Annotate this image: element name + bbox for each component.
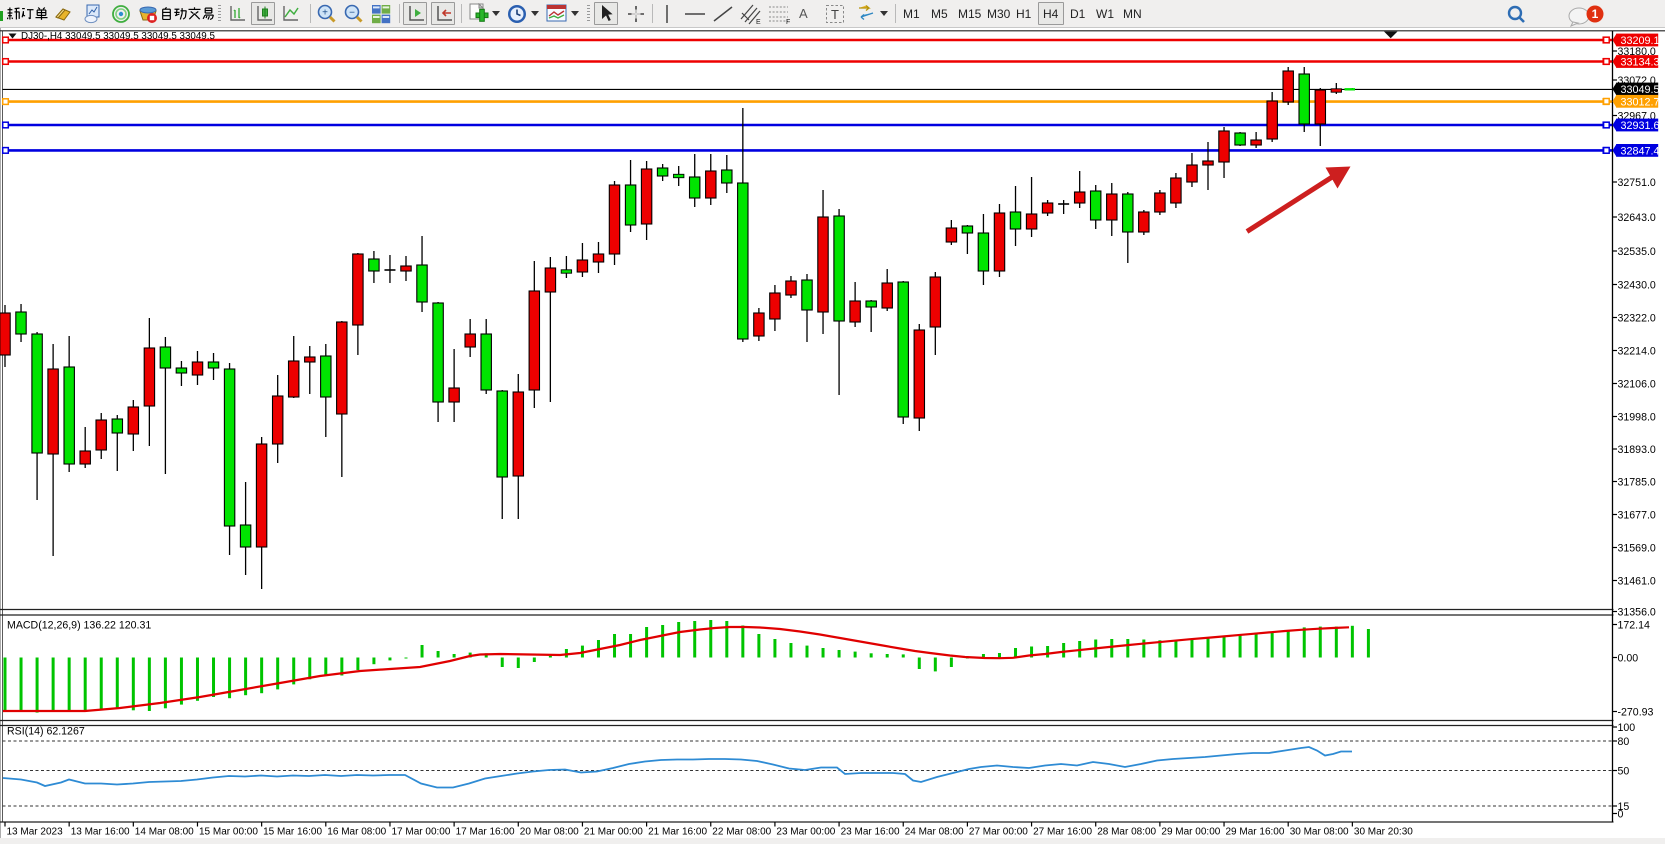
- svg-text:E: E: [756, 19, 761, 25]
- svg-text:15 Mar 00:00: 15 Mar 00:00: [199, 827, 258, 838]
- svg-text:33049.5: 33049.5: [1621, 84, 1660, 96]
- svg-text:T: T: [831, 7, 839, 22]
- svg-text:27 Mar 00:00: 27 Mar 00:00: [969, 827, 1028, 838]
- svg-text:32643.0: 32643.0: [1618, 212, 1656, 224]
- svg-text:33209.1: 33209.1: [1621, 35, 1660, 47]
- svg-text:31356.0: 31356.0: [1618, 606, 1656, 618]
- svg-text:33180.0: 33180.0: [1618, 46, 1656, 58]
- svg-text:1: 1: [1592, 7, 1599, 21]
- svg-text:31461.0: 31461.0: [1618, 575, 1656, 587]
- svg-text:0: 0: [1618, 808, 1624, 820]
- svg-text:F: F: [786, 19, 790, 25]
- svg-text:14 Mar 08:00: 14 Mar 08:00: [135, 827, 194, 838]
- svg-text:31893.0: 31893.0: [1618, 444, 1656, 456]
- svg-text:-270.93: -270.93: [1618, 706, 1654, 718]
- svg-text:172.14: 172.14: [1618, 619, 1651, 631]
- svg-text:28 Mar 08:00: 28 Mar 08:00: [1097, 827, 1156, 838]
- svg-text:32214.0: 32214.0: [1618, 345, 1656, 357]
- svg-text:MACD(12,26,9) 136.22 120.31: MACD(12,26,9) 136.22 120.31: [7, 620, 151, 632]
- svg-text:32847.4: 32847.4: [1621, 145, 1660, 157]
- svg-text:31677.0: 31677.0: [1618, 509, 1656, 521]
- svg-text:−: −: [349, 8, 355, 19]
- svg-text:20 Mar 08:00: 20 Mar 08:00: [520, 827, 579, 838]
- svg-text:33134.3: 33134.3: [1621, 57, 1660, 69]
- svg-text:80: 80: [1618, 736, 1630, 748]
- svg-text:100: 100: [1618, 722, 1636, 734]
- svg-text:+: +: [322, 8, 328, 19]
- svg-text:0.00: 0.00: [1618, 652, 1639, 664]
- svg-text:15 Mar 16:00: 15 Mar 16:00: [263, 827, 322, 838]
- svg-text:50: 50: [1618, 765, 1630, 777]
- svg-text:33012.7: 33012.7: [1621, 96, 1660, 108]
- svg-text:23 Mar 16:00: 23 Mar 16:00: [841, 827, 900, 838]
- svg-text:31998.0: 31998.0: [1618, 411, 1656, 423]
- svg-text:17 Mar 00:00: 17 Mar 00:00: [392, 827, 451, 838]
- svg-text:32106.0: 32106.0: [1618, 378, 1656, 390]
- svg-text:27 Mar 16:00: 27 Mar 16:00: [1033, 827, 1092, 838]
- svg-text:30 Mar 08:00: 30 Mar 08:00: [1290, 827, 1349, 838]
- svg-text:32430.0: 32430.0: [1618, 279, 1656, 291]
- svg-text:30 Mar 20:30: 30 Mar 20:30: [1354, 827, 1413, 838]
- svg-text:29 Mar 16:00: 29 Mar 16:00: [1226, 827, 1285, 838]
- svg-text:22 Mar 08:00: 22 Mar 08:00: [712, 827, 771, 838]
- svg-text:RSI(14) 62.1267: RSI(14) 62.1267: [7, 726, 85, 738]
- svg-text:32751.0: 32751.0: [1618, 177, 1656, 189]
- svg-text:DJ30-,H4 33049.5 33049.5 33049: DJ30-,H4 33049.5 33049.5 33049.5 33049.5: [21, 31, 215, 42]
- svg-text:13 Mar 2023: 13 Mar 2023: [7, 827, 64, 838]
- svg-text:32931.6: 32931.6: [1621, 120, 1660, 132]
- svg-text:15: 15: [1618, 801, 1630, 813]
- svg-text:32535.0: 32535.0: [1618, 246, 1656, 258]
- svg-text:13 Mar 16:00: 13 Mar 16:00: [71, 827, 130, 838]
- svg-text:21 Mar 00:00: 21 Mar 00:00: [584, 827, 643, 838]
- svg-text:24 Mar 08:00: 24 Mar 08:00: [905, 827, 964, 838]
- svg-text:23 Mar 00:00: 23 Mar 00:00: [776, 827, 835, 838]
- svg-text:21 Mar 16:00: 21 Mar 16:00: [648, 827, 707, 838]
- svg-text:16 Mar 08:00: 16 Mar 08:00: [327, 827, 386, 838]
- svg-text:17 Mar 16:00: 17 Mar 16:00: [456, 827, 515, 838]
- svg-text:32322.0: 32322.0: [1618, 312, 1656, 324]
- svg-text:31569.0: 31569.0: [1618, 542, 1656, 554]
- svg-text:29 Mar 00:00: 29 Mar 00:00: [1161, 827, 1220, 838]
- svg-text:31785.0: 31785.0: [1618, 476, 1656, 488]
